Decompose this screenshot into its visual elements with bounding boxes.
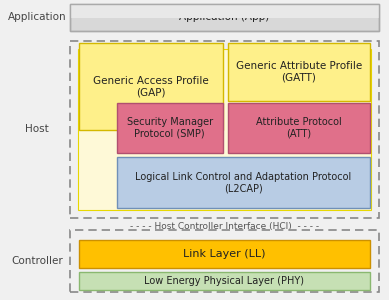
Bar — [70, 5, 379, 18]
Text: Link Layer (LL): Link Layer (LL) — [183, 249, 266, 259]
Text: Application (App): Application (App) — [179, 13, 270, 22]
Bar — [79, 240, 370, 268]
Bar — [117, 157, 370, 208]
Text: Logical Link Control and Adaptation Protocol
(L2CAP): Logical Link Control and Adaptation Prot… — [135, 172, 351, 193]
Bar — [70, 4, 379, 31]
Bar — [117, 103, 223, 153]
Bar — [70, 4, 379, 31]
Text: Host: Host — [25, 124, 49, 134]
Bar — [228, 43, 370, 101]
Bar — [79, 272, 370, 290]
Text: Attribute Protocol
(ATT): Attribute Protocol (ATT) — [256, 117, 342, 139]
Bar — [70, 41, 379, 218]
Bar — [79, 43, 223, 130]
Text: Security Manager
Protocol (SMP): Security Manager Protocol (SMP) — [127, 117, 213, 139]
Text: Generic Attribute Profile
(GATT): Generic Attribute Profile (GATT) — [236, 61, 362, 83]
Text: Low Energy Physical Layer (PHY): Low Energy Physical Layer (PHY) — [144, 276, 305, 286]
Text: Generic Access Profile
(GAP): Generic Access Profile (GAP) — [93, 76, 209, 97]
Text: - - - - Host Controller Interface (HCI)  - - - -: - - - - Host Controller Interface (HCI) … — [130, 221, 319, 230]
Bar — [70, 230, 379, 292]
Text: Application: Application — [8, 13, 66, 22]
Text: Controller: Controller — [11, 256, 63, 266]
Bar — [78, 49, 371, 210]
Bar — [228, 103, 370, 153]
